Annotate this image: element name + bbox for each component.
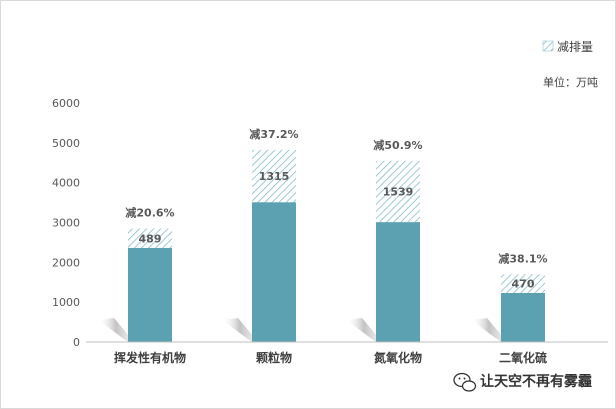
reduction-percent-label: 减50.9% (373, 138, 422, 152)
bar-shadow (346, 318, 382, 342)
bar-shadow (98, 318, 134, 342)
wechat-icon (453, 372, 477, 392)
legend-swatch-hatched (542, 40, 554, 52)
watermark: 让天空不再有雾霾 (453, 372, 592, 392)
category-label: 挥发性有机物 (114, 350, 186, 365)
y-tick-label: 6000 (52, 97, 80, 110)
bar-base (376, 222, 420, 342)
bar-base (128, 247, 172, 342)
y-tick-label: 0 (73, 336, 80, 349)
y-tick-label: 2000 (52, 256, 80, 269)
reduction-value-label: 470 (512, 278, 535, 291)
bar-base (501, 293, 545, 342)
y-tick-label: 5000 (52, 137, 80, 150)
y-tick-label: 4000 (52, 177, 80, 190)
reduction-value-label: 1539 (383, 185, 414, 198)
reduction-value-label: 489 (139, 232, 162, 245)
reduction-percent-label: 减38.1% (498, 251, 547, 265)
bar-shadows (98, 318, 507, 342)
legend-label: 减排量 (557, 40, 593, 54)
watermark-text: 让天空不再有雾霾 (480, 373, 592, 390)
y-tick-label: 1000 (52, 296, 80, 309)
x-axis-categories: 挥发性有机物 颗粒物 氮氧化物 二氧化硫 (114, 350, 547, 365)
reduction-percent-label: 减37.2% (249, 127, 298, 141)
unit-label: 单位：万吨 (543, 75, 598, 89)
bar-reduction (501, 274, 545, 294)
bars-layer (128, 149, 545, 342)
y-tick-label: 3000 (52, 217, 80, 230)
bar-base (252, 202, 296, 342)
category-label: 二氧化硫 (499, 350, 547, 365)
bar-reduction (128, 228, 172, 248)
labels-layer: 489 减20.6% 1315 减37.2% 1539 减50.9% 470 减38.1% (125, 127, 547, 291)
bar-reduction (252, 149, 296, 203)
bar-shadow (222, 318, 258, 342)
reduction-percent-label: 减20.6% (125, 206, 174, 220)
y-axis-ticks: 0 1000 2000 3000 4000 5000 6000 (52, 97, 80, 349)
bar-reduction (376, 160, 420, 223)
reduction-value-label: 1315 (259, 170, 290, 183)
category-label: 氮氧化物 (374, 350, 422, 365)
bar-shadow (471, 318, 507, 342)
category-label: 颗粒物 (256, 350, 292, 365)
